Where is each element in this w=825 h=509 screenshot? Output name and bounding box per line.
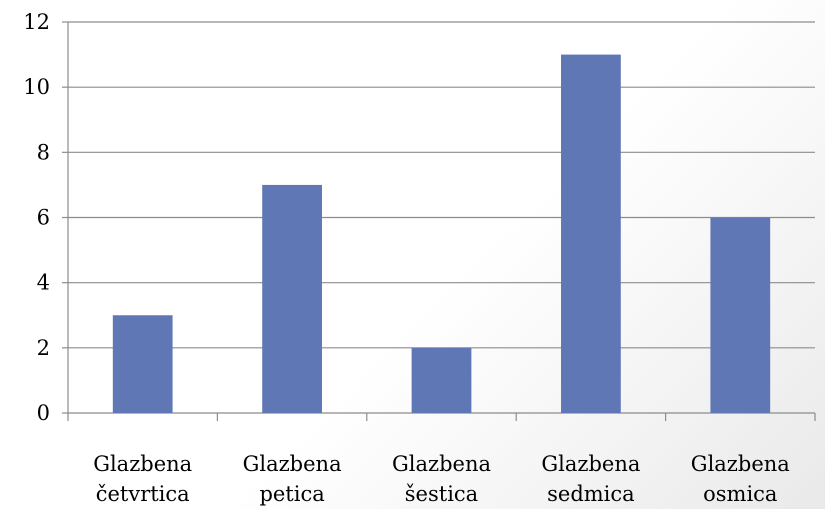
x-category-label-line: četvrtica [96,482,190,506]
x-category-label-line: Glazbena [93,452,192,476]
bar [262,184,322,413]
y-tick-label: 6 [37,206,50,230]
x-category-label-line: Glazbena [541,452,640,476]
x-category-label-line: šestica [405,482,478,506]
x-category-label: Glazbena sedmica [541,452,640,506]
bar [710,217,771,413]
y-tick-label: 0 [37,401,50,425]
bar [112,315,173,413]
y-tick-label: 2 [37,336,50,360]
x-category-label-line: Glazbena [691,452,790,476]
y-tick-label: 8 [37,140,50,164]
x-category-label: Glazbena osmica [691,452,790,506]
y-tick-label: 12 [23,10,50,34]
x-category-label: Glazbena šestica [392,452,491,506]
x-category-label: Glazbena četvrtica [93,452,192,506]
bar [411,347,472,413]
y-tick-label: 4 [37,271,50,295]
y-tick-label: 10 [23,75,50,99]
x-category-label-line: Glazbena [392,452,491,476]
x-category-label-line: Glazbena [243,452,342,476]
x-category-label-line: sedmica [547,482,635,506]
x-category-label-line: petica [259,482,324,506]
x-category-label-line: osmica [703,482,777,506]
x-category-label: Glazbena petica [243,452,342,506]
bar [561,54,621,413]
